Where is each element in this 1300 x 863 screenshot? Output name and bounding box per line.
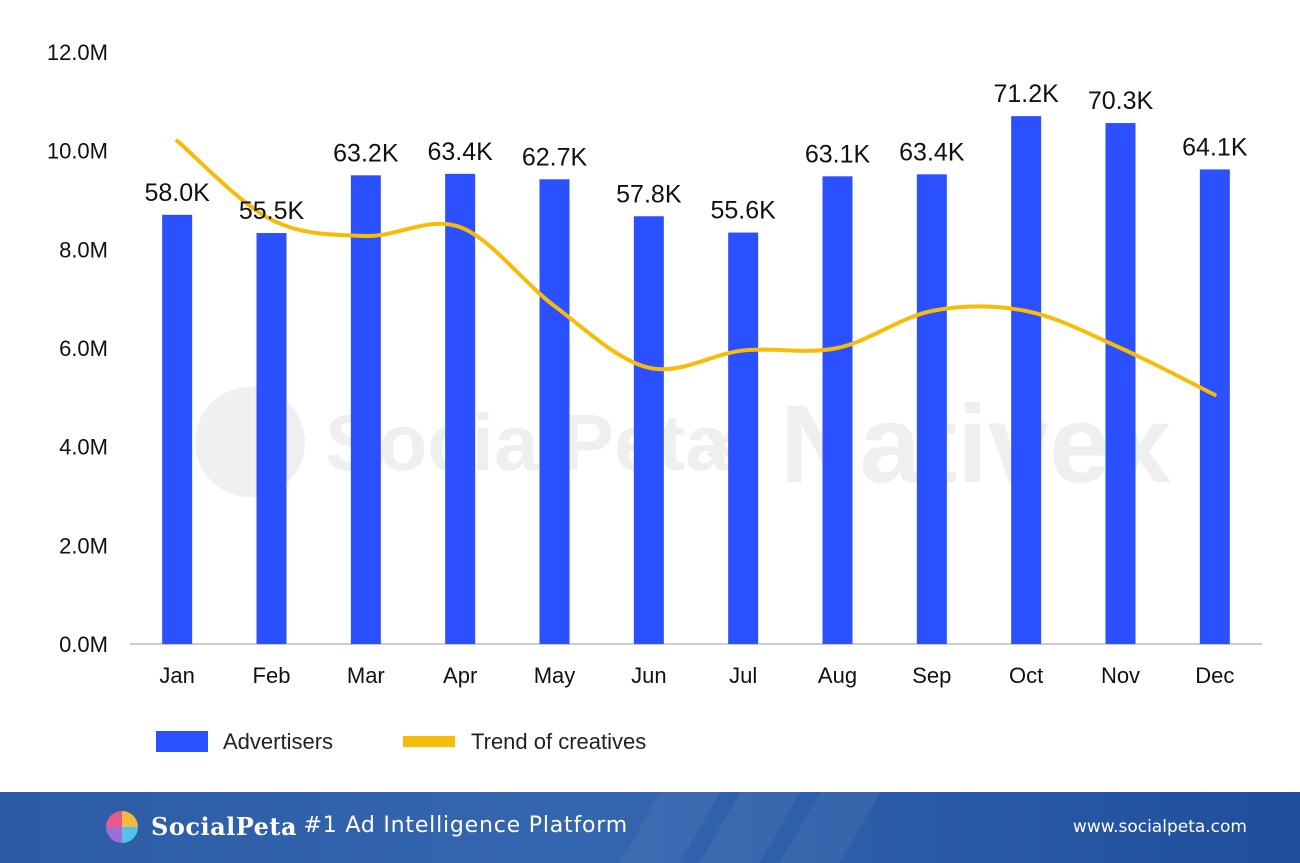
x-tick-label: Oct (1009, 663, 1043, 688)
bar-data-label: 57.8K (616, 180, 682, 208)
bar-data-label: 64.1K (1182, 133, 1248, 161)
bar-series (162, 116, 1230, 645)
x-tick-label: Jun (631, 663, 666, 688)
bar-advertisers (1199, 169, 1230, 644)
legend-swatch-advertisers (156, 731, 208, 752)
bar-advertisers (256, 233, 287, 644)
footer-banner: SocialPeta - #1 Ad Intelligence Platform… (0, 792, 1300, 863)
footer-url: www.socialpeta.com (1072, 817, 1247, 837)
footer-brand: SocialPeta (151, 812, 298, 841)
watermark-logo (195, 387, 305, 497)
bar-data-label: 71.2K (993, 80, 1059, 108)
bar-advertisers (539, 179, 570, 644)
x-tick-label: May (534, 663, 576, 688)
watermark-text-left: SocialPeta (325, 398, 730, 487)
x-tick-label: Mar (347, 663, 385, 688)
x-tick-label: Sep (912, 663, 951, 688)
x-tick-label: Jul (729, 663, 757, 688)
bar-advertisers (822, 176, 853, 644)
x-tick-label: Aug (818, 663, 857, 688)
bar-advertisers (916, 174, 947, 644)
x-tick-label: Feb (253, 663, 291, 688)
bar-data-label: 58.0K (144, 179, 210, 207)
bar-data-label: 70.3K (1088, 87, 1154, 115)
x-tick-label: Nov (1101, 663, 1140, 688)
legend-label-advertisers: Advertisers (223, 729, 333, 754)
bar-advertisers (350, 175, 381, 645)
x-tick-label: Dec (1195, 663, 1234, 688)
bar-data-label: 55.5K (239, 197, 305, 225)
y-tick-label: 2.0M (59, 533, 108, 558)
bar-data-label: 62.7K (522, 143, 588, 171)
y-tick-label: 0.0M (59, 632, 108, 657)
bar-advertisers (445, 173, 476, 644)
trend-line (175, 138, 1217, 397)
bar-data-labels: 58.0K 55.5K 63.2K 63.4K 62.7K 57.8K 55.6K 63.1K… (144, 80, 1247, 225)
bar-data-label: 63.2K (333, 139, 399, 167)
x-tick-label: Jan (159, 663, 194, 688)
bar-advertisers (162, 214, 193, 645)
x-axis: Jan Feb Mar Apr May Jun Jul Aug Sep Oct Nov Dec (159, 663, 1234, 688)
legend-swatch-trend (403, 736, 455, 747)
bar-advertisers (728, 232, 759, 644)
legend: Advertisers Trend of creatives (156, 729, 646, 754)
footer-tagline: - #1 Ad Intelligence Platform (287, 813, 628, 838)
y-tick-label: 8.0M (59, 237, 108, 262)
y-axis: 0.0M 2.0M 4.0M 6.0M 8.0M 10.0M 12.0M (47, 40, 108, 657)
footer-stripe (779, 792, 881, 863)
socialpeta-logo-icon (106, 811, 138, 843)
bar-advertisers (1105, 123, 1136, 645)
bar-data-label: 63.4K (899, 138, 965, 166)
y-tick-label: 4.0M (59, 435, 108, 460)
y-tick-label: 10.0M (47, 139, 108, 164)
chart: SocialPeta × Nativex 0.0M2.0M4.0M6.0M8.0… (47, 40, 1262, 754)
bar-advertisers (633, 216, 664, 644)
y-tick-label: 6.0M (59, 336, 108, 361)
line-series (175, 138, 1217, 397)
y-tick-label: 12.0M (47, 40, 108, 65)
bar-data-label: 55.6K (710, 197, 776, 225)
x-tick-label: Apr (443, 663, 477, 688)
legend-label-trend: Trend of creatives (471, 729, 646, 754)
bar-advertisers (1011, 116, 1042, 645)
bar-data-label: 63.4K (427, 138, 493, 166)
bar-data-label: 63.1K (805, 140, 871, 168)
